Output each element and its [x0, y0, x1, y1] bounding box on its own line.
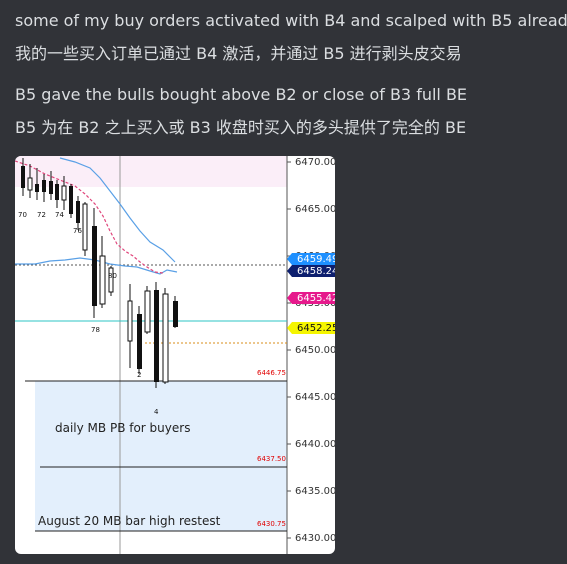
- price-label-6445: 6445.00: [295, 392, 335, 403]
- chart-image-attachment[interactable]: 6470.00 6465.00 6460.00 6455.00 6450.00 …: [15, 156, 335, 554]
- bar-label-4: 4: [154, 408, 159, 416]
- price-tag-yellow: 6452.25: [287, 322, 335, 334]
- price-tag-blue: 6459.49: [287, 253, 335, 265]
- price-label-6435: 6435.00: [295, 486, 335, 497]
- price-tag-blue-text: 6459.49: [297, 254, 335, 265]
- upper-pink-zone: [15, 156, 287, 187]
- price-axis: 6470.00 6465.00 6460.00 6455.00 6450.00 …: [287, 157, 335, 544]
- bar-label-72: 72: [37, 211, 46, 219]
- price-tag-navy-text: 6458.24: [297, 266, 335, 277]
- level-label-3: 6430.75: [257, 520, 286, 528]
- price-tag-navy: 6458.24: [287, 265, 335, 277]
- level-label-1: 6446.75: [257, 369, 286, 377]
- price-tag-magenta: 6455.42: [287, 292, 335, 304]
- annotation-august-20: August 20 MB bar high restest: [38, 514, 221, 528]
- message-line-4: B5 为在 B2 之上买入或 B3 收盘时买入的多头提供了完全的 BE: [15, 118, 467, 137]
- bar-label-74: 74: [55, 211, 64, 219]
- lower-blue-zone: [35, 381, 287, 531]
- message-line-3: B5 gave the bulls bought above B2 or clo…: [15, 85, 468, 104]
- message-line-2: 我的一些买入订单已通过 B4 激活，并通过 B5 进行剥头皮交易: [15, 44, 462, 63]
- bar-label-70: 70: [18, 211, 27, 219]
- bar-label-76: 76: [73, 227, 82, 235]
- price-label-6470: 6470.00: [295, 157, 335, 168]
- price-label-6465: 6465.00: [295, 204, 335, 215]
- price-label-6450: 6450.00: [295, 345, 335, 356]
- upper-band-line: [59, 157, 176, 263]
- price-chart: 6470.00 6465.00 6460.00 6455.00 6450.00 …: [15, 156, 335, 554]
- annotation-daily-mb-pb: daily MB PB for buyers: [55, 421, 190, 435]
- price-label-6440: 6440.00: [295, 439, 335, 450]
- bar-label-80: 80: [108, 272, 117, 280]
- bar-label-78: 78: [91, 326, 100, 334]
- message-line-1: some of my buy orders activated with B4 …: [15, 11, 567, 30]
- price-tag-magenta-text: 6455.42: [297, 293, 335, 304]
- bar-label-2: 2: [137, 371, 141, 379]
- price-label-6430: 6430.00: [295, 533, 335, 544]
- price-tag-yellow-text: 6452.25: [297, 323, 335, 334]
- lower-band-line: [15, 257, 178, 275]
- candles: [21, 158, 178, 388]
- level-label-2: 6437.50: [257, 455, 286, 463]
- ema-line: [15, 160, 164, 274]
